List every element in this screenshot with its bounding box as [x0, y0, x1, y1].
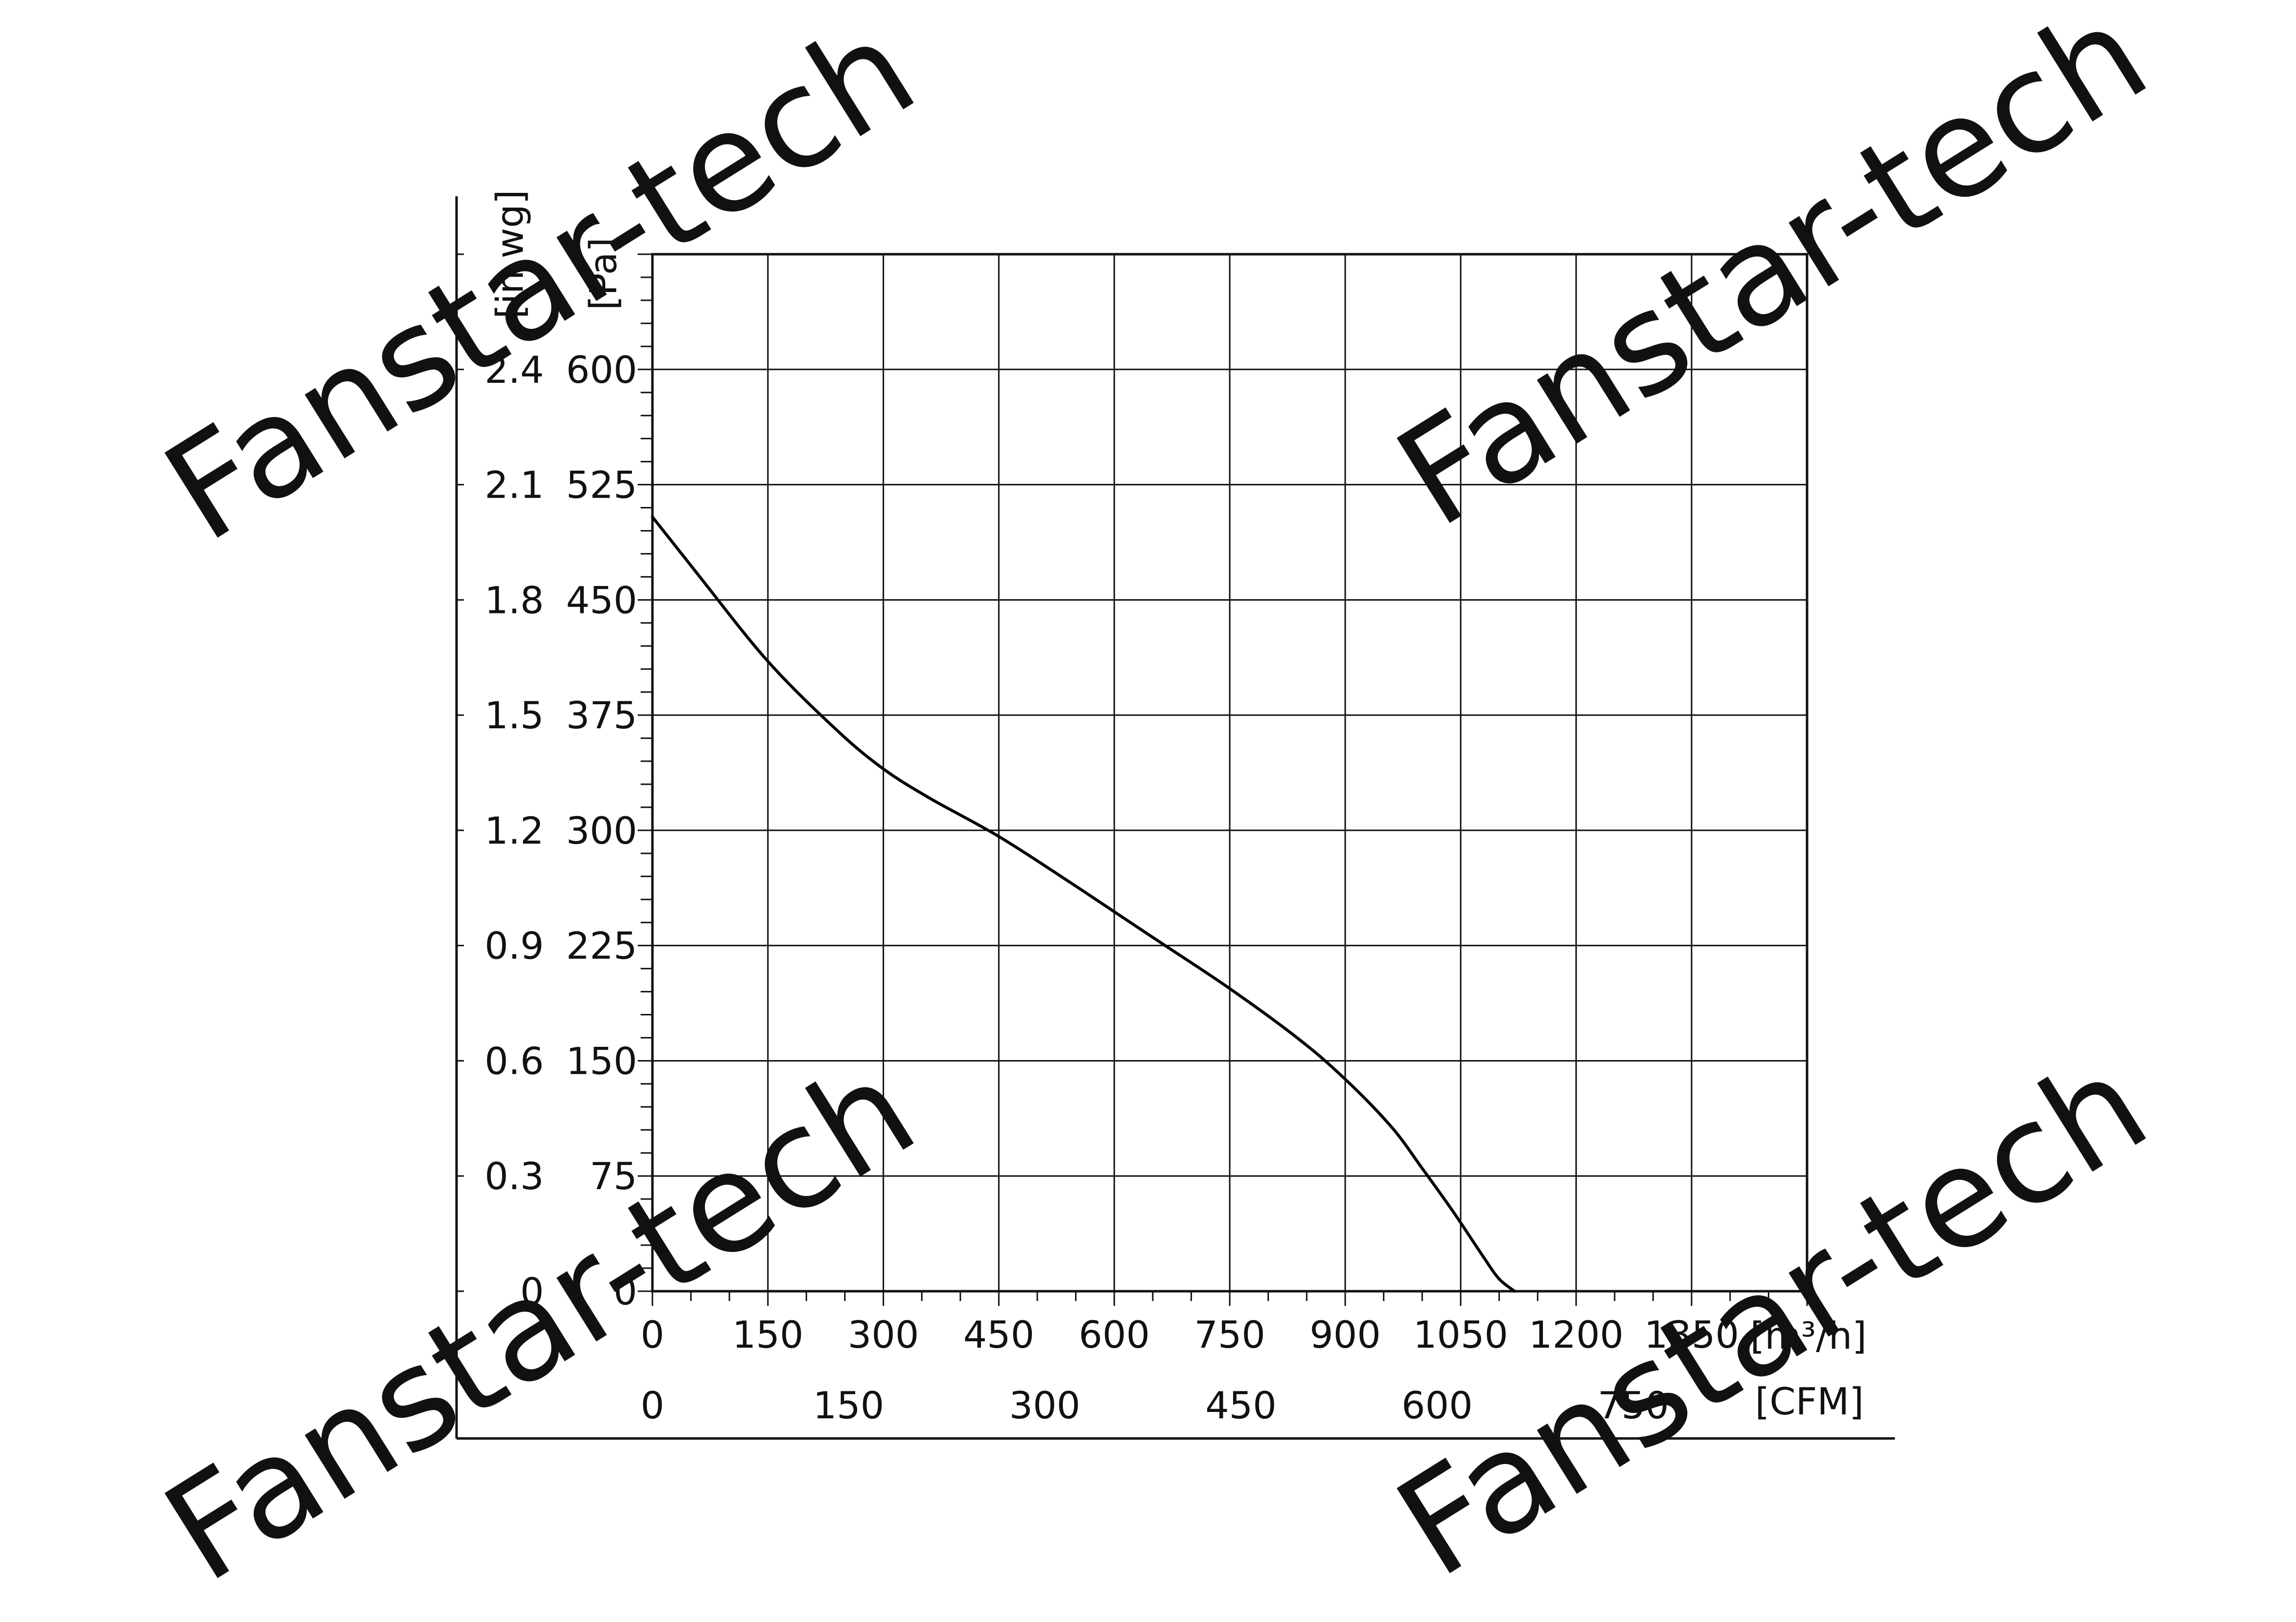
m3h-axis-tick-labels: 0 150 300 450 600 750 900 1050 1200 1350 — [641, 1313, 1739, 1356]
cfm-tick-label: 0 — [641, 1383, 664, 1427]
m3h-tick-label: 1050 — [1413, 1313, 1508, 1356]
cfm-axis-tick-labels: 0 150 300 450 600 750 — [641, 1383, 1669, 1427]
inwg-tick-label: 0.3 — [485, 1154, 544, 1198]
pa-tick-label: 600 — [566, 348, 637, 392]
pa-tick-label: 150 — [566, 1039, 637, 1083]
inwg-tick-label: 2.1 — [485, 463, 544, 507]
pa-tick-label: 450 — [566, 578, 637, 622]
m3h-unit-label: [m³/h] — [1750, 1314, 1867, 1357]
inwg-tick-label: 2.4 — [485, 348, 544, 392]
m3h-tick-label: 300 — [848, 1313, 919, 1356]
pa-tick-label: 375 — [566, 693, 637, 737]
pa-tick-label: 525 — [566, 463, 637, 507]
pa-tick-label: 225 — [566, 924, 637, 968]
m3h-tick-label: 0 — [641, 1313, 664, 1356]
pa-tick-label: 0 — [614, 1270, 637, 1313]
cfm-tick-label: 150 — [813, 1383, 884, 1427]
pa-unit-label: [Pa] — [581, 238, 625, 310]
flow-axis-minor-ticks — [651, 1291, 1808, 1306]
m3h-tick-label: 1200 — [1529, 1313, 1623, 1356]
inwg-tick-label: 0 — [520, 1270, 544, 1313]
pa-axis-minor-ticks — [638, 253, 652, 1292]
m3h-tick-label: 150 — [732, 1313, 804, 1356]
cfm-tick-label: 450 — [1205, 1383, 1276, 1427]
m3h-tick-label: 750 — [1194, 1313, 1265, 1356]
m3h-tick-label: 1350 — [1644, 1313, 1739, 1356]
inwg-tick-label: 1.5 — [485, 693, 544, 737]
cfm-tick-label: 600 — [1402, 1383, 1473, 1427]
inwg-tick-label: 0.6 — [485, 1039, 544, 1083]
chart-grid — [652, 254, 1807, 1291]
pa-tick-label: 75 — [590, 1154, 637, 1198]
cfm-unit-label: [CFM] — [1755, 1380, 1864, 1423]
pa-axis-tick-labels: 0 75 150 225 300 375 450 525 600 — [566, 348, 637, 1313]
m3h-tick-label: 600 — [1079, 1313, 1150, 1356]
inwg-tick-label: 1.2 — [485, 809, 544, 852]
m3h-tick-label: 450 — [963, 1313, 1034, 1356]
watermark-top-right: Fanstar-tech — [1371, 0, 2173, 558]
cfm-tick-label: 750 — [1597, 1383, 1669, 1427]
inwg-unit-label: [in.wg] — [488, 189, 532, 319]
m3h-tick-label: 900 — [1310, 1313, 1381, 1356]
watermark-layer: Fanstar-tech Fanstar-tech Fanstar-tech F… — [139, 0, 2173, 1613]
pa-tick-label: 300 — [566, 809, 637, 852]
inwg-axis-tick-labels: 0 0.3 0.6 0.9 1.2 1.5 1.8 2.1 2.4 — [485, 348, 544, 1313]
performance-curve — [651, 515, 1516, 1293]
watermark-bottom-left: Fanstar-tech — [139, 1029, 941, 1613]
outer-y-axis-ticks — [457, 253, 464, 1292]
inwg-tick-label: 1.8 — [485, 578, 544, 622]
cfm-tick-label: 300 — [1009, 1383, 1080, 1427]
inwg-tick-label: 0.9 — [485, 924, 544, 968]
